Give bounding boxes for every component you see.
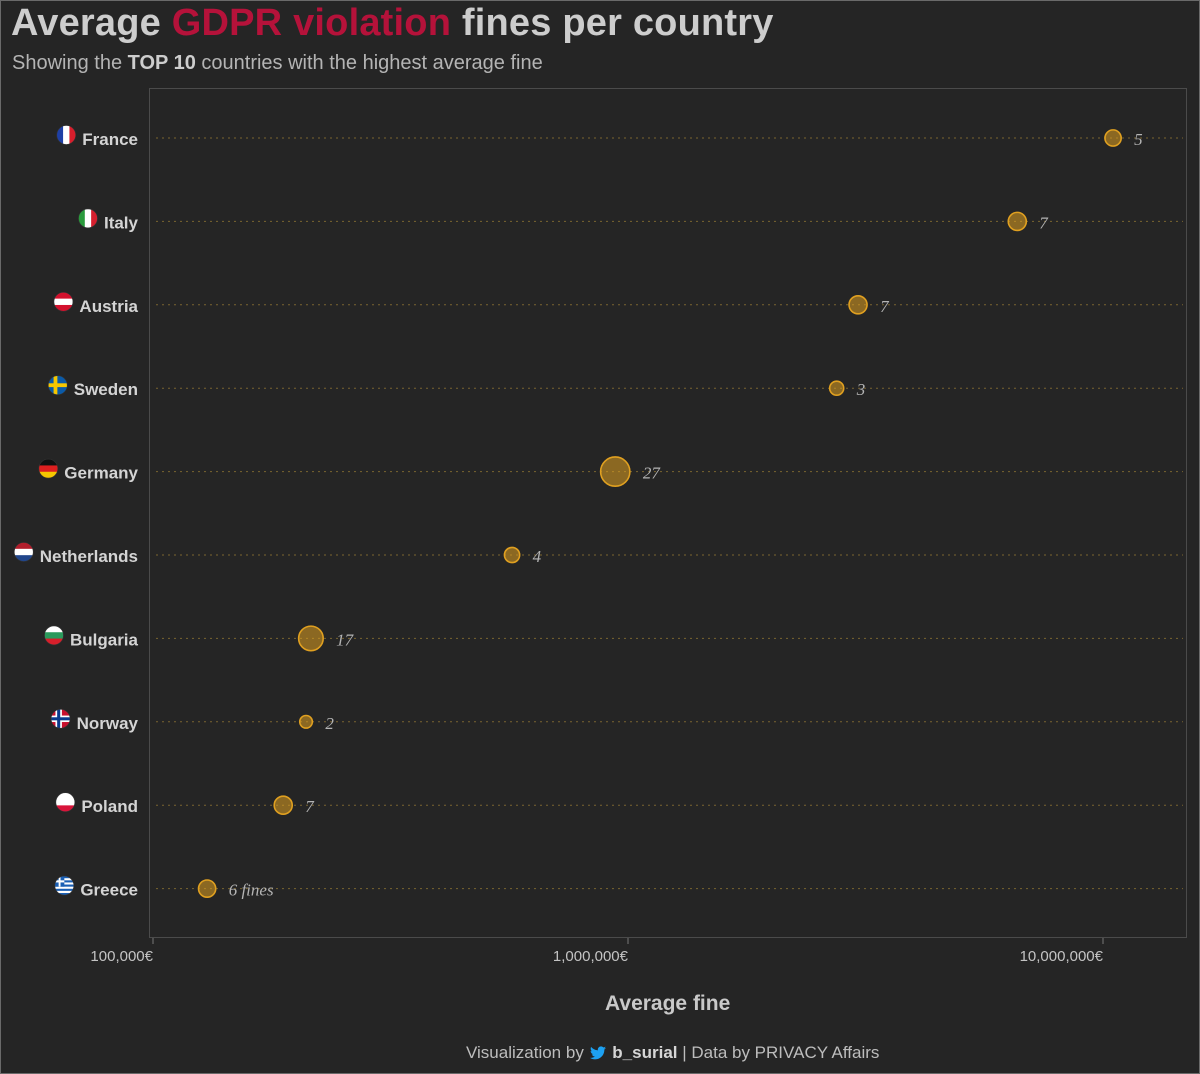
x-tick-label: 1,000,000€ [553,948,629,965]
title-prefix: Average [11,2,172,44]
germany-flag-icon [38,458,59,479]
point-count-label: 4 [533,547,542,566]
data-point [848,294,868,315]
title-suffix: fines per country [451,2,774,44]
chart-title: Average GDPR violation fines per country [11,2,774,45]
point-count-label: 7 [1039,213,1049,232]
chart-subtitle: Showing the TOP 10 countries with the hi… [12,52,543,75]
title-highlight: GDPR violation [171,2,452,44]
point-count-label: 5 [1134,130,1143,149]
austria-flag-icon [53,291,74,312]
data-point [1104,129,1122,147]
caption-prefix: Visualization by [466,1043,584,1062]
country-label: France [82,130,138,149]
france-flag-icon [56,125,77,145]
caption-suffix: | Data by PRIVACY Affairs [682,1043,880,1062]
data-point [197,879,217,898]
greece-flag-icon [54,875,75,896]
point-count-label: 27 [643,464,662,483]
x-tick-label: 100,000€ [90,948,153,965]
netherlands-flag-icon [13,542,34,562]
italy-flag-icon [78,208,98,229]
caption-handle[interactable]: b_surial [612,1043,678,1062]
country-label: Greece [80,881,138,900]
point-count-label: 7 [880,297,890,316]
poland-flag-icon [55,792,76,813]
x-axis-title: Average fine [605,992,731,1015]
data-point [273,795,294,816]
point-count-label: 3 [856,380,866,399]
point-count-label: 7 [305,797,315,816]
country-label: Germany [64,464,138,483]
country-label: Sweden [74,380,138,399]
country-label: Poland [81,797,138,816]
country-label: Bulgaria [70,630,139,649]
data-point [599,456,631,488]
country-label: Norway [77,714,139,733]
subtitle-prefix: Showing the [12,52,128,74]
sweden-flag-icon [47,375,68,396]
point-count-label: 2 [325,714,334,733]
subtitle-bold: TOP 10 [127,52,196,74]
x-tick-label: 10,000,000€ [1020,948,1104,965]
data-point [828,380,845,397]
point-count-label: 17 [336,630,355,649]
plot-panel [149,88,1187,938]
point-count-label: 6 fines [229,881,274,900]
data-point [1007,211,1028,232]
data-point [297,625,324,652]
subtitle-suffix: countries with the highest average fine [195,52,543,74]
caption: Visualization by b_surial | Data by PRIV… [466,1043,879,1065]
data-point [503,546,521,564]
bulgaria-flag-icon [44,625,64,646]
country-label: Austria [79,297,138,316]
country-label: Italy [104,213,139,232]
country-label: Netherlands [40,547,138,566]
data-point [298,714,314,729]
norway-flag-icon [50,708,71,729]
twitter-bird-icon [589,1045,606,1065]
